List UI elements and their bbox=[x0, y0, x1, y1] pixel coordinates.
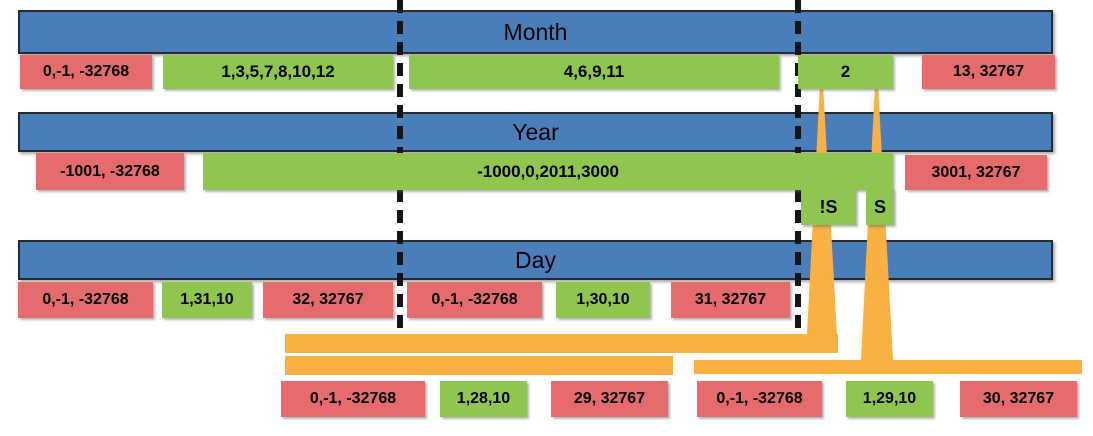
feb-leap-invalid-low: 0,-1, -32768 bbox=[697, 381, 822, 417]
month-bar-title: Month bbox=[503, 18, 568, 45]
year-bar-title: Year bbox=[512, 118, 559, 145]
feb-nonleap-connector-band bbox=[285, 334, 838, 353]
month-partition-invalid-high: 13, 32767 bbox=[922, 55, 1055, 89]
month-partition-invalid-low: 0,-1, -32768 bbox=[20, 55, 152, 89]
feb-nonleap-invalid-high: 29, 32767 bbox=[551, 381, 668, 417]
year-partition-invalid-low: -1001, -32768 bbox=[36, 153, 184, 190]
month-partition-february: 2 bbox=[798, 55, 893, 89]
feb-nonleap-invalid-low: 0,-1, -32768 bbox=[281, 381, 425, 417]
day30-partition-valid: 1,30,10 bbox=[556, 282, 650, 318]
not-leap-year-box: !S bbox=[801, 189, 856, 225]
month-partition-30day-months: 4,6,9,11 bbox=[409, 55, 779, 89]
month-bar: Month bbox=[18, 10, 1053, 54]
year-partition-invalid-high: 3001, 32767 bbox=[905, 155, 1047, 190]
day31-partition-valid: 1,31,10 bbox=[162, 282, 252, 318]
day31-partition-invalid-high: 32, 32767 bbox=[263, 282, 393, 318]
day31-partition-invalid-low: 0,-1, -32768 bbox=[18, 282, 153, 318]
day-bar: Day bbox=[18, 240, 1053, 280]
feb-nonleap-range-band bbox=[285, 356, 673, 375]
day30-partition-invalid-low: 0,-1, -32768 bbox=[407, 282, 542, 318]
feb-leap-valid: 1,29,10 bbox=[846, 381, 933, 417]
year-partition-valid: -1000,0,2011,3000 bbox=[203, 153, 893, 190]
feb-nonleap-valid: 1,28,10 bbox=[440, 381, 527, 417]
feb-leap-range-band bbox=[694, 360, 1082, 374]
feb-leap-invalid-high: 30, 32767 bbox=[960, 381, 1077, 417]
year-bar: Year bbox=[18, 112, 1053, 152]
day-bar-title: Day bbox=[515, 246, 556, 273]
day30-partition-invalid-high: 31, 32767 bbox=[671, 282, 790, 318]
leap-year-box: S bbox=[866, 189, 894, 225]
month-partition-31day-months: 1,3,5,7,8,10,12 bbox=[163, 55, 393, 89]
